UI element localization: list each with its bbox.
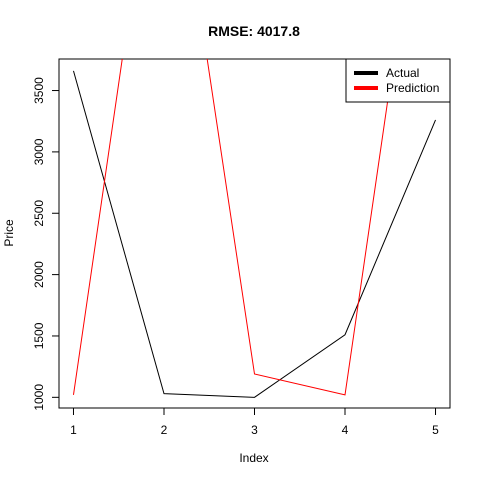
y-axis-label: Price [2,219,16,247]
plot-area [58,58,451,409]
chart-title: RMSE: 4017.8 [208,23,300,39]
y-tick-label: 3500 [32,77,46,104]
x-axis-label: Index [239,451,268,465]
x-tick-label: 1 [70,423,77,437]
y-tick-label: 3000 [32,138,46,165]
series-line-actual [73,70,436,398]
series-line-prediction [72,59,395,396]
x-tick-label: 3 [251,423,258,437]
x-tick-label: 2 [161,423,168,437]
series-layer [72,59,436,398]
y-tick-label: 1500 [32,322,46,349]
y-tick-label: 2000 [32,261,46,288]
y-axis: 1000 1500 2000 2500 3000 3500 [32,77,60,411]
y-tick-label: 1000 [32,384,46,411]
legend-label-actual: Actual [386,66,419,80]
x-axis: 1 2 3 4 5 [70,407,439,437]
x-tick-label: 4 [342,423,349,437]
y-tick-label: 2500 [32,200,46,227]
legend-box [345,58,451,103]
legend-label-prediction: Prediction [386,81,439,95]
x-tick-label: 5 [432,423,439,437]
